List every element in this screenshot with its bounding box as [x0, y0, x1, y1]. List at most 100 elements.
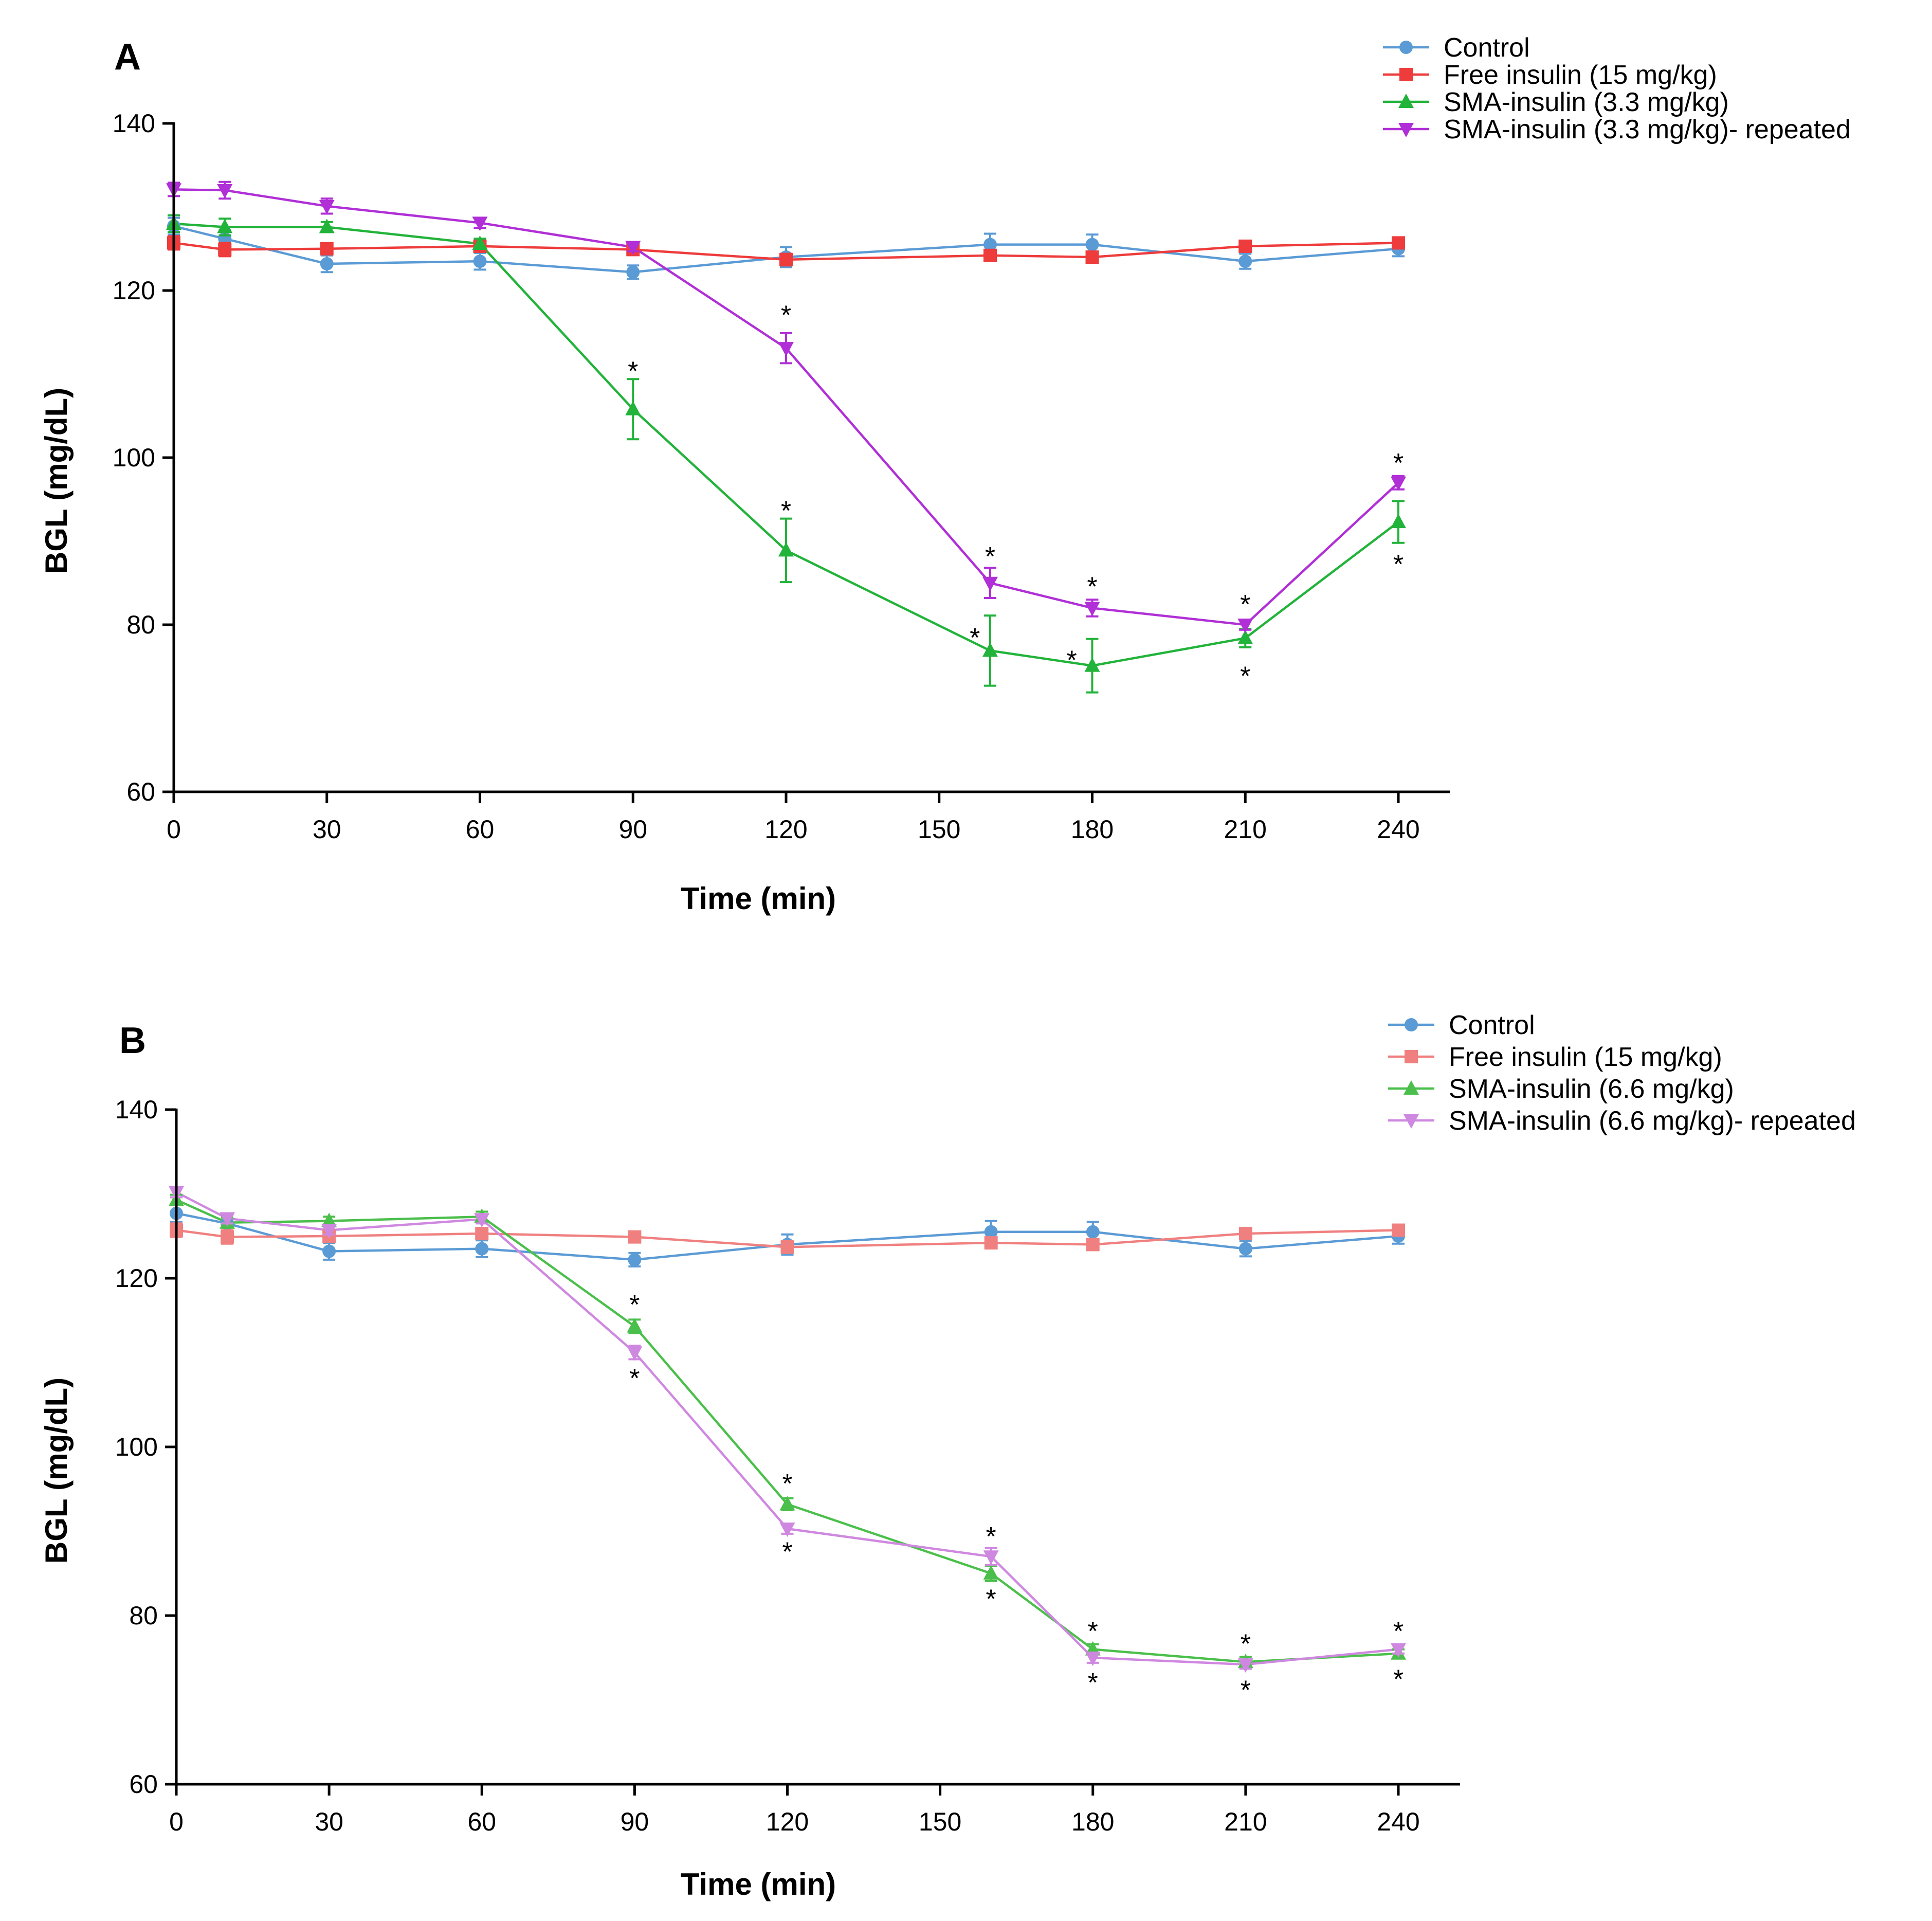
y-tick-label: 100: [113, 443, 155, 472]
y-tick-label: 60: [126, 777, 155, 806]
significance-star: *: [782, 1537, 792, 1567]
significance-star: *: [986, 1585, 996, 1615]
y-tick-label: 140: [115, 1095, 158, 1124]
x-tick-label: 180: [1071, 1807, 1114, 1836]
data-point: [982, 642, 998, 657]
y-tick-label: 140: [113, 109, 155, 138]
significance-star: *: [1393, 1617, 1404, 1646]
data-point: [627, 1346, 643, 1361]
series-line: [173, 225, 1399, 274]
legend-marker: [1398, 123, 1414, 137]
significance-star: *: [1087, 572, 1097, 602]
y-axis-title: BGL (mg/dL): [39, 388, 74, 574]
panel-b: B * * * * * * * * * * * * 60 80 100 120 140 0 30 60 90 120 15…: [39, 1010, 1856, 1901]
legend-label: SMA-insulin (6.6 mg/kg): [1449, 1074, 1734, 1104]
data-point: [779, 1523, 795, 1537]
data-point: [320, 257, 334, 270]
data-point: [1237, 619, 1253, 633]
data-point: [780, 1240, 794, 1254]
significance-star: *: [1241, 1676, 1251, 1706]
panel-label: B: [119, 1020, 146, 1061]
data-point: [625, 241, 641, 256]
x-tick-label: 240: [1377, 815, 1419, 844]
legend-label: SMA-insulin (3.3 mg/kg)- repeated: [1444, 115, 1851, 144]
data-point: [475, 1227, 489, 1241]
data-point: [321, 1224, 337, 1239]
data-point: [983, 238, 997, 251]
y-tick-label: 80: [129, 1601, 158, 1630]
significance-star: *: [628, 356, 638, 386]
legend-marker: [1404, 1114, 1419, 1129]
x-tick-label: 90: [621, 1807, 649, 1836]
legend-marker: [1405, 1050, 1418, 1063]
data-point: [320, 242, 334, 256]
data-point: [1086, 1225, 1100, 1239]
x-tick-label: 30: [313, 815, 341, 844]
data-point: [1392, 236, 1405, 250]
data-point: [474, 1213, 490, 1228]
x-tick-label: 120: [766, 1807, 809, 1836]
y-tick-label: 120: [115, 1264, 158, 1293]
data-point: [319, 219, 335, 233]
x-tick-label: 0: [169, 1807, 184, 1836]
significance-star: *: [1088, 1668, 1098, 1698]
data-point: [627, 1318, 643, 1333]
data-point: [628, 1230, 642, 1244]
series-line: [173, 188, 1399, 626]
x-tick-label: 210: [1224, 815, 1267, 844]
data-point: [473, 255, 487, 268]
data-point: [626, 265, 640, 279]
panel-label: A: [114, 37, 141, 78]
data-point: [982, 576, 998, 591]
x-tick-label: 210: [1224, 1807, 1267, 1836]
legend-marker: [1404, 1080, 1419, 1095]
significance-star: *: [782, 1469, 792, 1499]
panel-a: A * * * * * * * * * * * 60 80 100 120 140 0 30 60 90 120 150…: [39, 33, 1851, 916]
significance-star: *: [781, 301, 791, 331]
series-line: [176, 1229, 1399, 1248]
legend-label: Free insulin (15 mg/kg): [1444, 60, 1717, 90]
legend-marker: [1398, 94, 1414, 108]
series-line: [173, 222, 1399, 667]
significance-star: *: [1088, 1617, 1098, 1646]
significance-star: *: [1240, 662, 1250, 692]
data-point: [472, 235, 488, 250]
y-tick-label: 60: [129, 1770, 158, 1799]
legend-label: SMA-insulin (6.6 mg/kg)- repeated: [1449, 1106, 1856, 1136]
data-point: [1086, 1238, 1100, 1252]
data-point: [983, 1550, 999, 1565]
x-axis-title: Time (min): [681, 1867, 836, 1901]
data-point: [475, 1242, 489, 1256]
data-point: [217, 219, 233, 233]
data-point: [983, 248, 997, 262]
significance-star: *: [1241, 1629, 1251, 1659]
data-point: [1084, 602, 1100, 617]
x-tick-label: 60: [466, 815, 495, 844]
legend-marker: [1405, 1018, 1418, 1031]
data-point: [1084, 657, 1100, 672]
data-point: [319, 200, 335, 214]
plot-area: * * * * * * * * * * * * 60 80 100 120 140 0 30 60 90 120 150 1…: [115, 1095, 1460, 1836]
significance-star: *: [781, 496, 791, 526]
x-tick-label: 150: [918, 815, 960, 844]
y-tick-label: 100: [115, 1433, 158, 1461]
data-point: [984, 1225, 998, 1239]
data-point: [779, 1496, 795, 1511]
data-point: [1238, 1227, 1252, 1241]
data-point: [221, 1230, 234, 1244]
x-axis-title: Time (min): [681, 881, 836, 916]
data-point: [1085, 238, 1099, 251]
data-point: [779, 252, 793, 266]
significance-star: *: [1393, 550, 1404, 579]
significance-star: *: [1067, 646, 1077, 676]
data-point: [322, 1244, 336, 1258]
data-point: [218, 243, 232, 257]
data-point: [321, 1212, 337, 1227]
significance-star: *: [1393, 448, 1404, 478]
significance-star: *: [1393, 1664, 1404, 1694]
significance-star: *: [629, 1364, 640, 1393]
legend-label: Control: [1449, 1010, 1535, 1040]
data-point: [1238, 255, 1252, 268]
